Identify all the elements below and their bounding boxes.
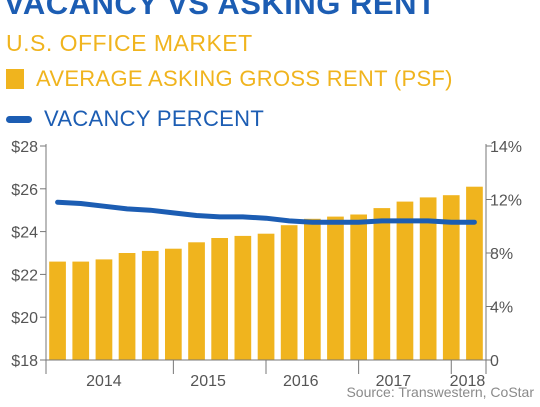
y-right-tick-4: 14% bbox=[490, 139, 522, 156]
y-left-tick-2: $22 bbox=[11, 267, 38, 284]
vacancy-line bbox=[55, 199, 477, 225]
bar-17 bbox=[419, 197, 437, 360]
bar-5 bbox=[141, 250, 159, 360]
bar-7 bbox=[188, 242, 205, 360]
bar-10 bbox=[257, 233, 275, 360]
y-left-tick-3: $24 bbox=[11, 225, 38, 242]
source-note: Source: Transwestern, CoStar bbox=[346, 384, 534, 400]
bar-9 bbox=[234, 235, 252, 360]
legend-item-rent: AVERAGE ASKING GROSS RENT (PSF) bbox=[6, 66, 453, 92]
bar-15 bbox=[373, 208, 391, 360]
legend-label-vacancy: VACANCY PERCENT bbox=[44, 106, 265, 131]
x-tick-1: 2015 bbox=[190, 373, 226, 390]
y-right-tick-1: 4% bbox=[490, 300, 513, 317]
legend-label-rent: AVERAGE ASKING GROSS RENT (PSF) bbox=[36, 66, 453, 91]
x-tick-2: 2016 bbox=[283, 373, 319, 390]
y-left-tick-0: $18 bbox=[11, 353, 38, 370]
bar-2 bbox=[72, 261, 90, 360]
bar-3 bbox=[95, 259, 113, 360]
bar-12 bbox=[304, 218, 321, 360]
legend-swatch-vacancy bbox=[6, 115, 32, 123]
x-tick-0: 2014 bbox=[86, 373, 122, 390]
chart-subtitle: U.S. OFFICE MARKET bbox=[6, 30, 253, 56]
bar-14 bbox=[350, 214, 367, 360]
y-right-tick-2: 8% bbox=[490, 246, 513, 263]
y-left-tick-1: $20 bbox=[11, 310, 38, 327]
bar-6 bbox=[165, 248, 182, 360]
chart-title: VACANCY VS ASKING RENT bbox=[4, 0, 437, 21]
y-right-tick-0: 0 bbox=[490, 353, 499, 370]
legend-swatch-rent bbox=[6, 69, 24, 89]
bar-11 bbox=[280, 225, 298, 360]
legend-item-vacancy: VACANCY PERCENT bbox=[6, 106, 264, 132]
y-left-tick-4: $26 bbox=[11, 182, 38, 199]
y-left-tick-5: $28 bbox=[11, 139, 38, 156]
x-tick-3: 2017 bbox=[376, 373, 412, 390]
bar-18 bbox=[442, 195, 460, 360]
y-right-tick-3: 12% bbox=[490, 193, 522, 210]
bar-16 bbox=[396, 201, 414, 360]
bar-1 bbox=[49, 261, 66, 360]
x-tick-4: 2018 bbox=[450, 373, 486, 390]
bar-19 bbox=[466, 186, 483, 360]
bar-13 bbox=[327, 216, 344, 360]
bar-8 bbox=[211, 238, 228, 360]
bar-4 bbox=[118, 253, 136, 360]
